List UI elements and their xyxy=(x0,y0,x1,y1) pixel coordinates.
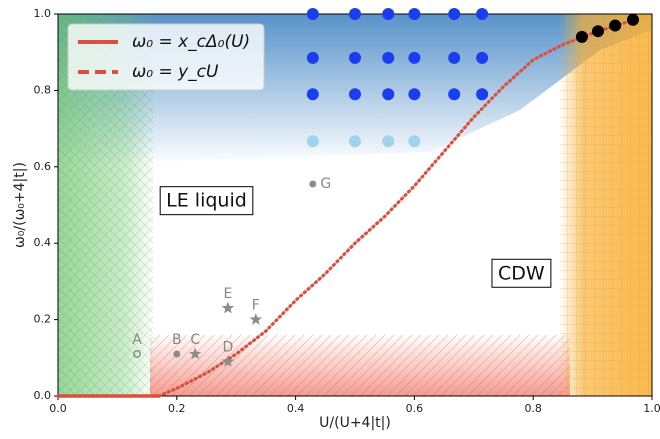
y-tick-label: 1.0 xyxy=(34,7,52,20)
legend-label: ω₀ = y_cU xyxy=(132,62,219,82)
x-axis-label: U/(U+4|t|) xyxy=(319,415,391,431)
region-red-hatch xyxy=(150,335,570,396)
y-axis-label: ω₀/(ω₀+4|t|) xyxy=(12,162,28,248)
point-label: G xyxy=(320,176,331,192)
point-label: E xyxy=(223,286,232,302)
region-label: CDW xyxy=(498,262,545,284)
dot-marker xyxy=(382,8,395,20)
x-tick-label: 0.8 xyxy=(524,402,542,415)
dot-marker xyxy=(609,19,622,32)
point-label: A xyxy=(132,332,142,348)
dot-marker xyxy=(448,8,461,20)
dot-marker xyxy=(382,135,395,148)
point-label: D xyxy=(222,340,233,356)
x-tick-label: 0.2 xyxy=(168,402,186,415)
y-tick-label: 0.6 xyxy=(34,160,52,173)
dot-marker xyxy=(575,30,588,43)
x-tick-label: 0.4 xyxy=(287,402,305,415)
dot-marker xyxy=(349,135,361,148)
x-tick-label: 0.6 xyxy=(406,402,424,415)
dot-marker xyxy=(626,13,639,26)
dot-marker xyxy=(173,350,181,358)
dot-marker xyxy=(349,88,361,101)
dot-marker xyxy=(306,51,319,64)
dot-marker xyxy=(309,180,317,188)
x-tick-label: 1.0 xyxy=(643,402,660,415)
region-label: LE liquid xyxy=(166,190,247,212)
y-tick-label: 0.8 xyxy=(34,83,52,96)
legend-label: ω₀ = x_cΔ₀(U) xyxy=(132,32,250,52)
dot-marker xyxy=(349,51,361,64)
dotted-curve xyxy=(157,18,636,398)
dot-marker xyxy=(448,88,461,101)
dot-marker xyxy=(382,51,395,64)
dot-marker xyxy=(448,51,461,64)
dot-marker xyxy=(591,25,604,38)
y-tick-label: 0.4 xyxy=(34,236,52,249)
star-marker xyxy=(221,355,235,367)
region-label-box xyxy=(159,186,254,216)
dot-marker xyxy=(408,8,421,20)
legend: ω₀ = x_cΔ₀(U) ω₀ = y_cU xyxy=(67,23,265,91)
region-label-box xyxy=(491,258,552,288)
y-tick-label: 0.2 xyxy=(34,313,52,326)
dot-marker xyxy=(408,135,421,148)
point-label: B xyxy=(172,332,182,348)
dot-marker xyxy=(476,88,489,101)
dot-marker xyxy=(476,51,489,64)
dot-marker xyxy=(408,88,421,101)
dot-marker xyxy=(306,88,319,101)
dot-marker xyxy=(306,135,319,148)
dot-marker xyxy=(306,8,319,20)
open-marker xyxy=(133,350,141,358)
dot-marker xyxy=(349,8,361,20)
dot-marker xyxy=(408,51,421,64)
x-tick-label: 0.0 xyxy=(49,402,67,415)
star-marker xyxy=(189,347,202,360)
phase-regions xyxy=(58,14,652,396)
region-orange-grid xyxy=(560,14,652,396)
dot-marker xyxy=(382,88,395,101)
point-label: F xyxy=(252,298,260,314)
star-marker xyxy=(249,313,262,325)
y-tick-label: 0.0 xyxy=(34,389,52,402)
dot-marker xyxy=(476,8,489,20)
star-marker xyxy=(221,301,235,314)
point-label: C xyxy=(190,332,200,348)
